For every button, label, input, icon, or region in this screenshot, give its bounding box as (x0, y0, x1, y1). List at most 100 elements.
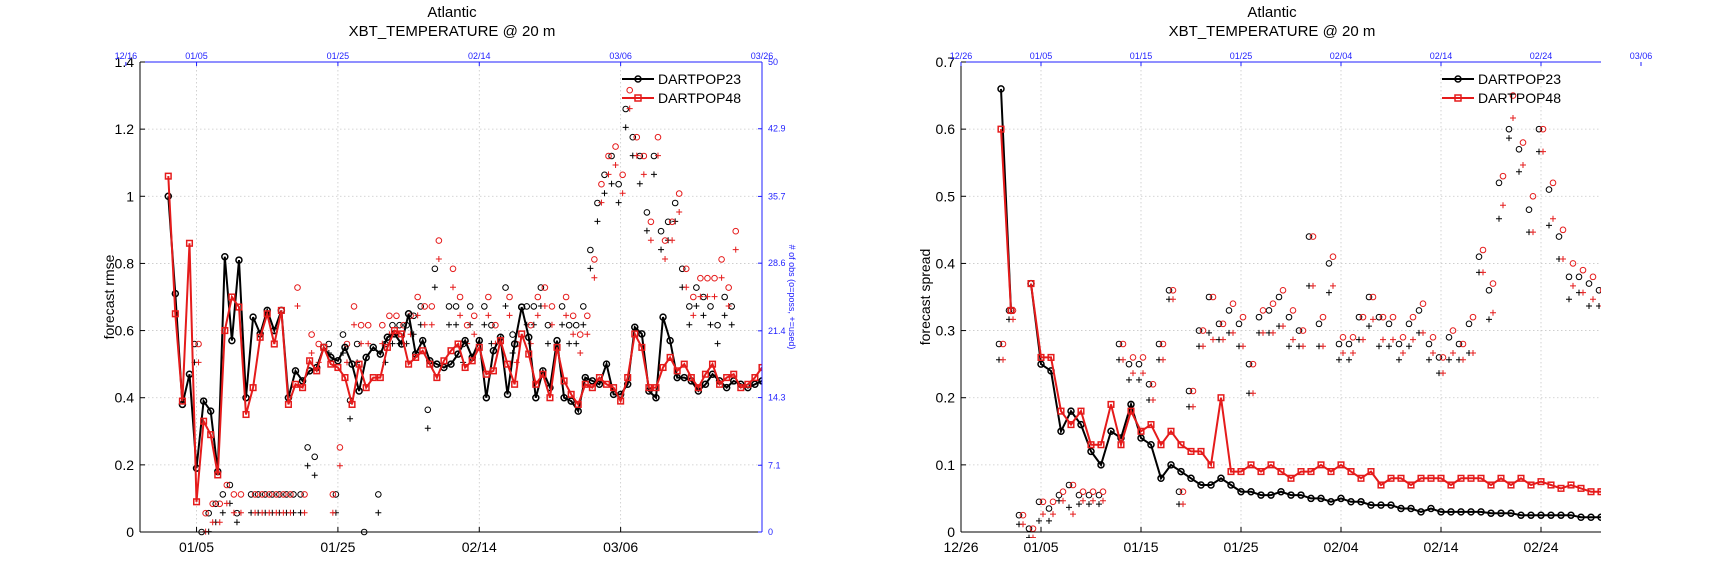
obs-poss-mark (1189, 387, 1197, 395)
obs-poss-mark (212, 500, 220, 508)
series-point-DARTPOP48 (263, 310, 271, 318)
obs-used-mark (721, 312, 728, 319)
obs-poss-mark (272, 491, 280, 498)
obs-poss-mark (633, 133, 641, 141)
y-tick-label: 0.2 (936, 390, 956, 406)
series-point-DARTPOP23 (1698, 514, 1704, 520)
obs-used-mark (570, 331, 577, 338)
spread-panel: Atlantic XBT_TEMPERATURE @ 20 m forecast… (917, 4, 1704, 555)
series-point-DARTPOP48 (617, 397, 625, 405)
obs-poss-mark (1505, 125, 1513, 133)
obs-poss-mark (682, 265, 690, 273)
obs-used-mark (1390, 336, 1396, 343)
series-point-DARTPOP48 (553, 343, 561, 351)
obs-poss-mark (1079, 488, 1087, 496)
plot-area (140, 62, 762, 536)
obs-used-mark (351, 321, 358, 328)
series-point-DARTPOP48 (164, 172, 172, 180)
obs-used-mark (1530, 229, 1536, 236)
obs-used-mark (219, 509, 226, 516)
obs-poss-mark (1169, 286, 1177, 294)
obs-poss-mark (1115, 340, 1123, 348)
obs-used-mark (252, 509, 259, 516)
series-point-DARTPOP48 (1147, 421, 1155, 429)
obs-used-mark (1290, 336, 1296, 343)
obs-poss-mark (421, 303, 429, 310)
series-point-DARTPOP48 (1177, 441, 1185, 449)
series-point-DARTPOP48 (1517, 474, 1525, 482)
series-point-DARTPOP48 (1477, 474, 1485, 482)
y2-tick-label: 28.6 (768, 258, 786, 268)
obs-poss-mark (1065, 481, 1073, 489)
y-tick-label: 0.6 (115, 323, 135, 339)
series-point-DARTPOP48 (1187, 447, 1195, 455)
obs-poss-mark (661, 237, 669, 244)
series-point-DARTPOP23 (1547, 511, 1555, 519)
obs-poss-mark (1235, 320, 1243, 328)
obs-poss-mark (697, 274, 704, 282)
series-point-DARTPOP48 (1658, 482, 1664, 488)
obs-used-mark (1286, 343, 1292, 350)
obs-used-mark (1210, 336, 1216, 343)
obs-poss-mark (1349, 333, 1357, 341)
series-point-DARTPOP48 (532, 380, 540, 388)
series-point-DARTPOP23 (369, 343, 377, 352)
obs-used-mark (662, 256, 669, 262)
series-point-DARTPOP48 (256, 333, 264, 341)
legend-label: DARTPOP23 (1478, 71, 1561, 87)
obs-used-mark (693, 303, 700, 309)
series-point-DARTPOP48 (595, 374, 603, 382)
obs-used-mark (1046, 517, 1052, 524)
obs-poss-mark (424, 406, 432, 414)
series-point-DARTPOP48 (730, 370, 738, 378)
obs-poss-mark (1515, 145, 1523, 153)
obs-used-mark (700, 312, 707, 319)
series-point-DARTPOP48 (1447, 481, 1455, 489)
series-point-DARTPOP48 (207, 431, 215, 439)
obs-poss-mark (1379, 313, 1387, 321)
y-tick-label: 1.2 (115, 121, 135, 137)
top-tick-label: 03/26 (751, 51, 774, 61)
obs-used-mark (541, 303, 548, 309)
series-point-DARTPOP23 (1467, 508, 1475, 516)
obs-poss-mark (386, 312, 393, 320)
series-point-DARTPOP48 (701, 370, 710, 378)
top-tick-label: 12/26 (950, 51, 973, 61)
obs-used-mark (1180, 501, 1186, 508)
series-point-DARTPOP48 (235, 303, 243, 311)
obs-used-mark (1510, 115, 1516, 121)
series-point-DARTPOP23 (1437, 508, 1445, 516)
obs-used-mark (304, 462, 311, 469)
obs-used-mark (650, 171, 657, 178)
x-tick-label: 02/14 (1423, 539, 1458, 555)
obs-poss-mark (1575, 273, 1583, 281)
series-point-DARTPOP48 (291, 380, 300, 388)
series-point-DARTPOP48 (1497, 474, 1505, 482)
series-point-DARTPOP48 (1567, 481, 1575, 489)
series-point-DARTPOP48 (334, 363, 342, 372)
series-point-DARTPOP48 (997, 125, 1005, 133)
panel1-subtitle: XBT_TEMPERATURE @ 20 m (349, 23, 556, 40)
series-point-DARTPOP23 (1638, 514, 1644, 520)
obs-poss-mark (195, 340, 202, 348)
series-point-DARTPOP48 (1227, 468, 1235, 476)
obs-used-mark (573, 340, 580, 347)
obs-used-mark (587, 265, 594, 272)
obs-poss-mark (579, 303, 587, 310)
obs-used-mark (619, 190, 626, 197)
series-point-DARTPOP48 (341, 374, 349, 382)
obs-poss-mark (693, 284, 700, 291)
top-tick-label: 03/06 (609, 51, 632, 61)
obs-used-mark (329, 509, 336, 516)
obs-poss-mark (1209, 293, 1217, 301)
series-point-DARTPOP48 (397, 330, 406, 338)
series-point-DARTPOP48 (178, 397, 186, 405)
panel1-title: Atlantic (427, 4, 477, 21)
obs-used-mark (601, 190, 608, 197)
series-point-DARTPOP23 (249, 313, 257, 321)
series-point-DARTPOP48 (447, 347, 455, 355)
obs-poss-mark (664, 218, 672, 226)
series-point-DARTPOP48 (1127, 407, 1135, 415)
obs-poss-mark (336, 444, 344, 451)
series-point-DARTPOP23 (1457, 508, 1465, 516)
